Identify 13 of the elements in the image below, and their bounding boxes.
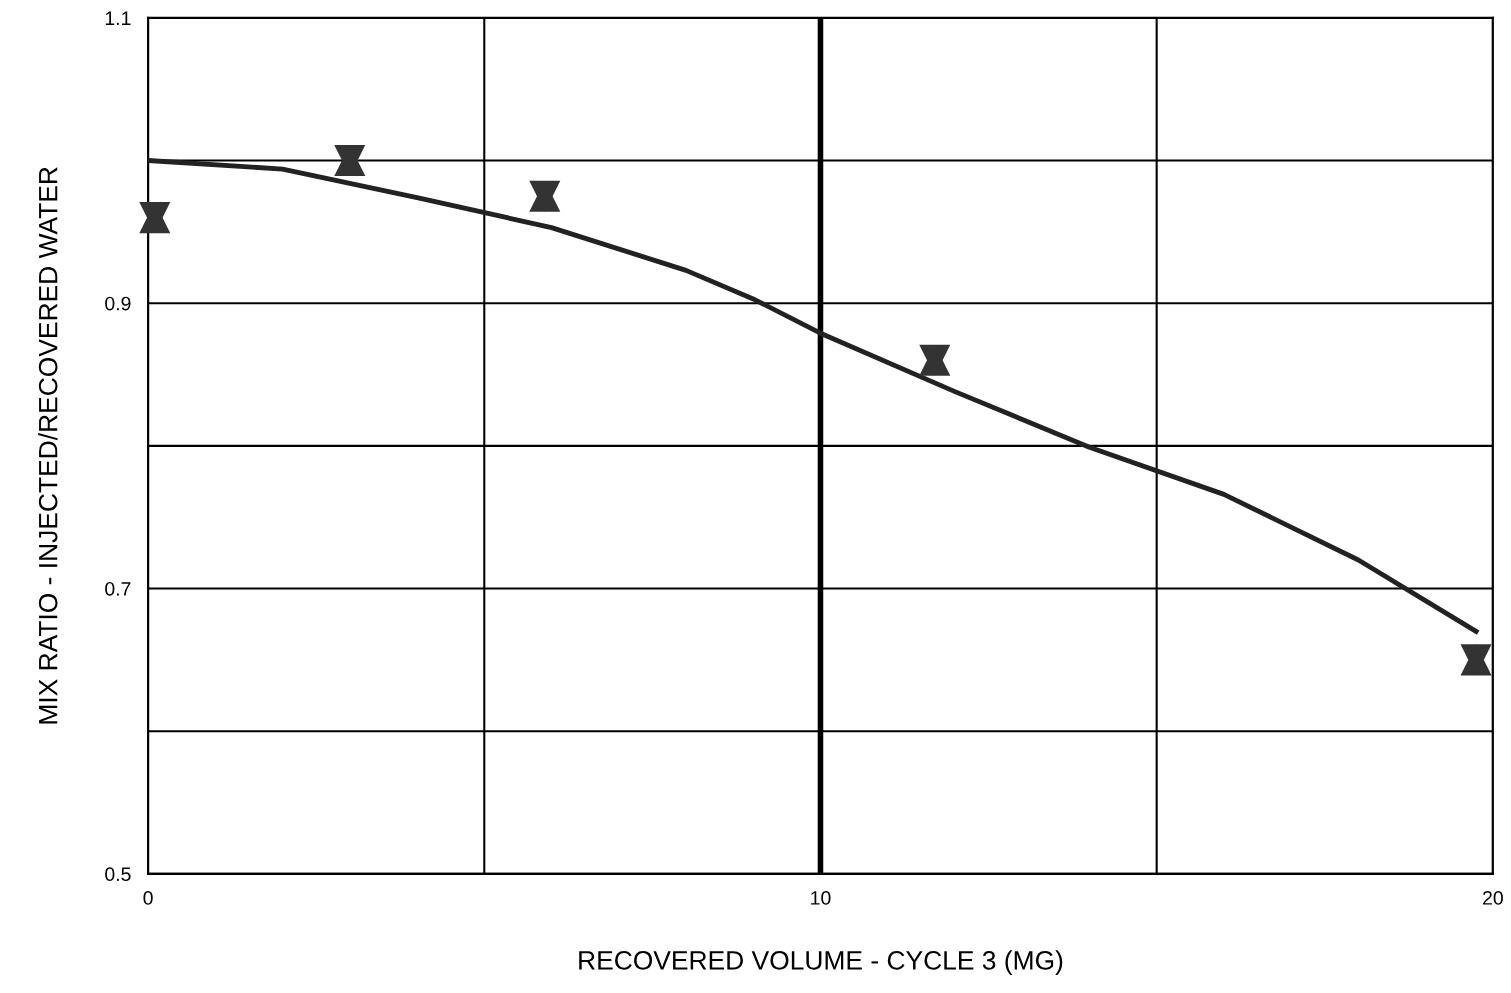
y-tick-label: 0.5 <box>105 867 131 882</box>
y-axis-title: MIX RATIO - INJECTED/RECOVERED WATER <box>38 167 58 724</box>
point <box>529 180 561 212</box>
point <box>919 344 951 376</box>
y-tick-label: 0.9 <box>105 296 131 311</box>
point <box>1460 644 1492 676</box>
y-tick-label: 0.7 <box>105 581 131 596</box>
line-series <box>148 158 1479 634</box>
y-tick-label: 1.1 <box>105 11 131 25</box>
x-tick-label: 0 <box>143 891 153 905</box>
x-tick-label: 10 <box>811 891 831 905</box>
x-tick-label: 20 <box>1483 891 1503 905</box>
x-axis-title: RECOVERED VOLUME - CYCLE 3 (MG) <box>579 950 1063 975</box>
